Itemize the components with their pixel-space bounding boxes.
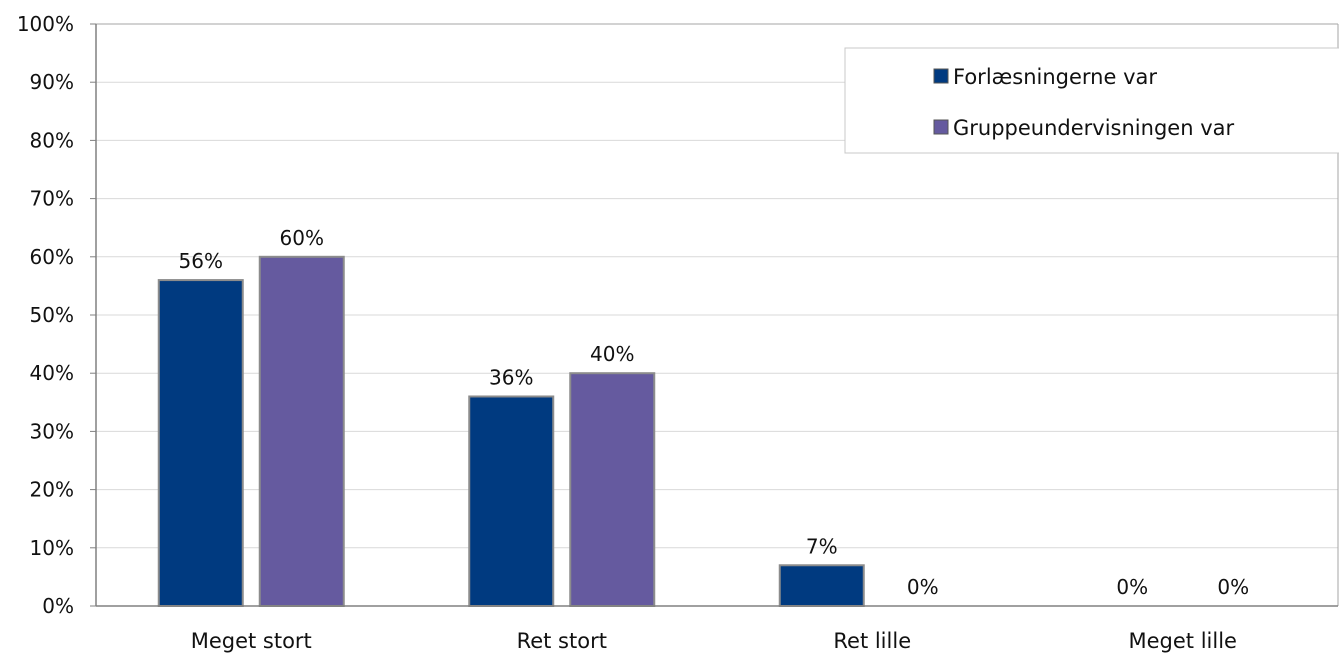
legend: Forlæsningerne var Gruppeundervisningen … — [844, 47, 1339, 154]
data-label: 60% — [280, 226, 324, 250]
data-labels: 56% 60% 36% 40% 7% 0% 0% 0% — [179, 226, 1250, 599]
data-label: 40% — [590, 342, 634, 366]
legend-swatch-series-1 — [933, 68, 949, 84]
y-tick-label: 70% — [30, 187, 74, 211]
y-tick-label: 90% — [30, 70, 74, 94]
legend-box — [844, 47, 1339, 154]
legend-swatch-series-2 — [933, 119, 949, 135]
y-tick-labels: 0% 10% 20% 30% 40% 50% 60% 70% 80% 90% 100% — [17, 12, 74, 618]
bar-2-1 — [258, 255, 345, 607]
y-tick-label: 80% — [30, 128, 74, 152]
y-tick-label: 60% — [30, 245, 74, 269]
bar-1-2 — [468, 395, 555, 608]
y-tick-label: 40% — [30, 361, 74, 385]
y-tick-label: 50% — [30, 303, 74, 327]
bar-1-3 — [778, 564, 865, 608]
y-tick-label: 100% — [17, 12, 74, 36]
y-tick-label: 20% — [30, 478, 74, 502]
bar-1-1 — [157, 279, 244, 607]
data-label: 56% — [179, 249, 223, 273]
legend-label-series-1: Forlæsningerne var — [953, 65, 1157, 89]
x-category-label: Meget lille — [1129, 629, 1237, 653]
bar-2-2 — [569, 372, 656, 608]
x-category-label: Ret lille — [833, 629, 911, 653]
data-label: 0% — [907, 575, 939, 599]
x-category-label: Meget stort — [191, 629, 312, 653]
y-tick-label: 0% — [42, 594, 74, 618]
data-label: 36% — [489, 365, 533, 389]
x-category-labels: Meget stort Ret stort Ret lille Meget lille — [191, 629, 1237, 653]
data-label: 7% — [806, 534, 838, 558]
y-tick-label: 10% — [30, 536, 74, 560]
y-tick-label: 30% — [30, 419, 74, 443]
axes — [90, 23, 1339, 607]
data-label: 0% — [1217, 575, 1249, 599]
data-label: 0% — [1116, 575, 1148, 599]
x-category-label: Ret stort — [517, 629, 607, 653]
legend-label-series-2: Gruppeundervisningen var — [953, 116, 1234, 140]
